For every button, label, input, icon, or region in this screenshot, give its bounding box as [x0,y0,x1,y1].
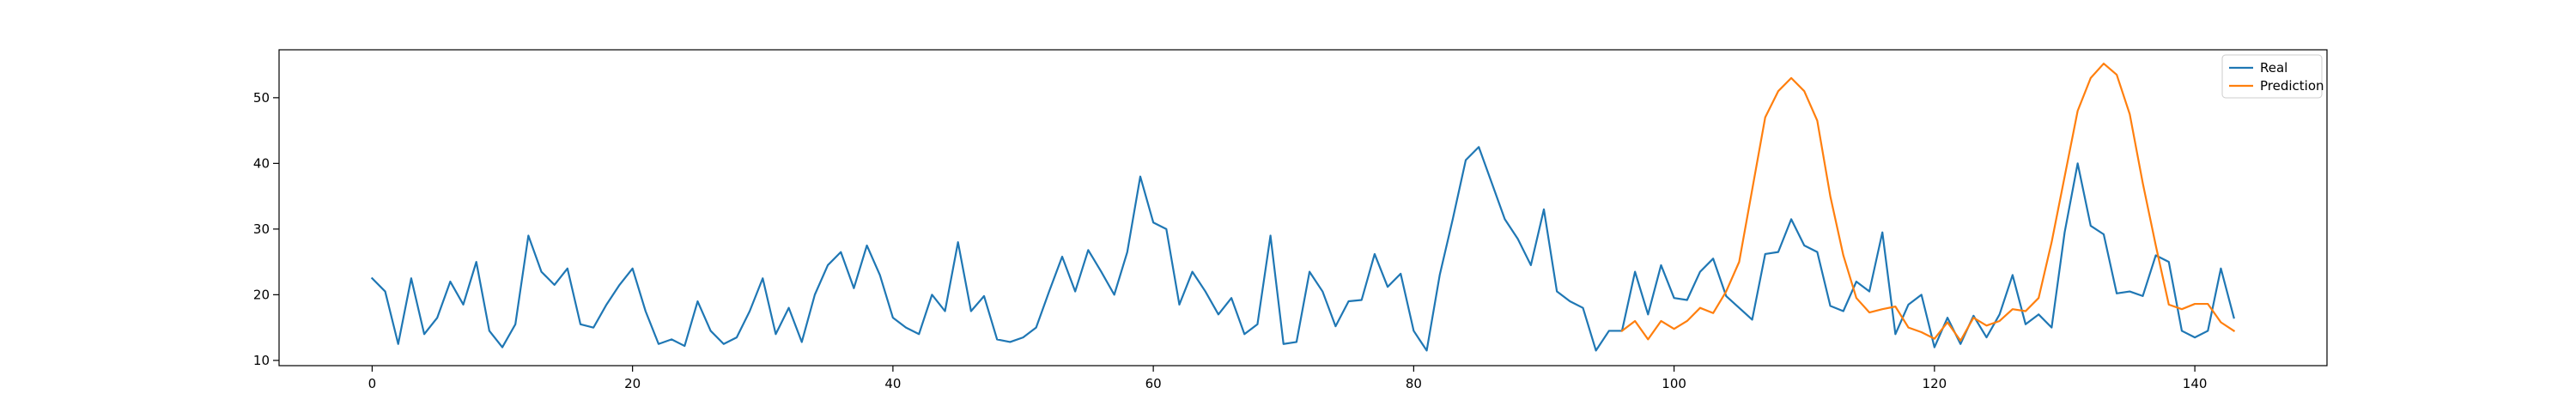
y-tick-label: 50 [253,90,270,106]
y-tick-label: 30 [253,221,270,237]
x-axis: 0 20 40 60 80 100 120 140 [368,366,2208,391]
x-tick-label: 120 [1923,376,1947,391]
legend-label-prediction: Prediction [2260,78,2324,94]
y-tick-label: 20 [253,287,270,302]
legend: Real Prediction [2221,54,2324,99]
y-axis: 10 20 30 40 50 [253,90,279,368]
series-line-prediction [1620,62,2236,342]
x-tick-label: 40 [884,376,901,391]
legend-box [2221,54,2323,99]
x-tick-label: 140 [2183,376,2208,391]
series-layer [370,62,2236,352]
x-tick-label: 20 [624,376,641,391]
y-tick-label: 40 [253,155,270,171]
y-tick-label: 10 [253,353,270,368]
series-line-real [370,146,2235,352]
legend-label-real: Real [2260,60,2287,76]
x-tick-label: 80 [1406,376,1422,391]
x-tick-label: 0 [368,376,377,391]
plot-frame [278,49,2328,367]
x-tick-label: 100 [1662,376,1686,391]
x-tick-label: 60 [1145,376,1162,391]
